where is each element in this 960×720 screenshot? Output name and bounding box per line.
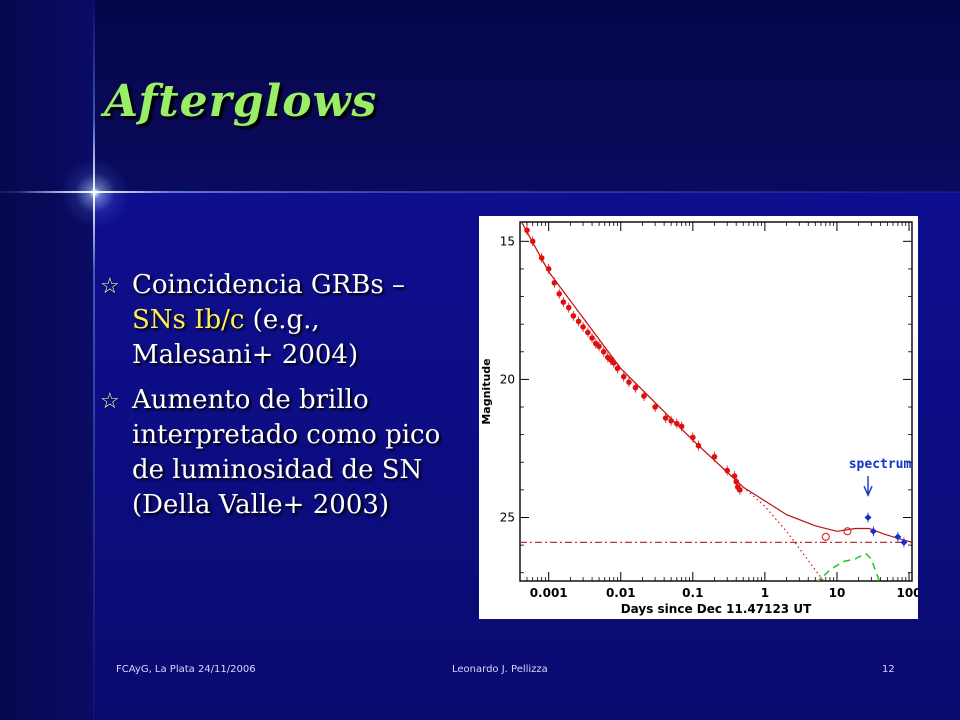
lens-flare-glow — [60, 158, 130, 228]
data-point-diamond — [864, 513, 872, 521]
vertical-accent-line — [93, 0, 95, 720]
lens-flare-vertical — [93, 120, 95, 270]
data-point-open — [843, 527, 852, 536]
bullet-1-text-b: (e.g., Malesani+ 2004) — [132, 305, 359, 370]
data-point — [662, 415, 669, 421]
data-point — [560, 299, 567, 305]
bullet-list: ☆ Coincidencia GRBs – SNs Ib/c (e.g., Ma… — [100, 268, 465, 533]
data-point-diamond — [869, 527, 877, 535]
data-point — [610, 360, 617, 366]
data-point — [632, 384, 639, 391]
data-point — [529, 238, 536, 245]
data-point — [674, 420, 680, 427]
chart-points — [524, 225, 908, 548]
y-tick-label: 15 — [500, 234, 515, 248]
x-tick-label: 100 — [896, 586, 918, 600]
data-point — [570, 313, 577, 319]
data-point — [556, 291, 563, 297]
x-tick-label: 0.01 — [606, 586, 636, 600]
data-point — [538, 255, 545, 261]
footer-event: FCAyG, La Plata 24/11/2006 — [116, 664, 256, 675]
data-point — [596, 343, 602, 350]
data-point — [737, 487, 743, 493]
x-tick-label: 10 — [829, 586, 846, 600]
lens-flare-horizontal — [20, 191, 170, 193]
star-bullet-icon: ☆ — [100, 389, 120, 414]
data-point — [551, 279, 558, 286]
footer-author: Leonardo J. Pellizza — [452, 664, 548, 675]
bullet-1-text-a: Coincidencia GRBs – — [132, 270, 405, 300]
x-tick-label: 1 — [761, 586, 769, 600]
y-tick-label: 25 — [500, 510, 515, 524]
chart-curves — [520, 222, 912, 581]
data-point-diamond — [900, 538, 908, 546]
plot-frame — [519, 221, 913, 582]
data-point — [614, 365, 621, 372]
data-point — [652, 404, 658, 410]
data-point — [620, 373, 627, 380]
data-point — [678, 423, 685, 430]
chart-labels: 0.001 0.01 0.1 1 10 100 15 20 25 Days since Dec 1… — [480, 234, 922, 616]
data-point — [589, 335, 595, 341]
x-tick-label: 0.001 — [530, 586, 568, 600]
data-point — [575, 318, 582, 325]
title-band — [0, 0, 960, 192]
data-point — [580, 324, 586, 330]
data-point — [668, 418, 674, 424]
y-axis-label: Magnitude — [480, 358, 493, 424]
bullet-1-highlight: SNs Ib/c — [132, 305, 245, 335]
horizontal-accent-line — [0, 191, 960, 193]
data-point — [600, 348, 607, 355]
data-point — [524, 227, 530, 234]
bullet-item-1: ☆ Coincidencia GRBs – SNs Ib/c (e.g., Ma… — [100, 268, 465, 373]
bullet-2-text: Aumento de brillo interpretado como pico… — [132, 385, 441, 520]
data-point — [733, 478, 740, 485]
light-curve-chart: 0.001 0.01 0.1 1 10 100 15 20 25 Days since Dec 1… — [480, 221, 922, 616]
chart-axes — [519, 221, 913, 582]
data-point — [585, 329, 591, 336]
data-point — [711, 453, 718, 460]
spectrum-arrow-head — [863, 485, 873, 497]
curve-solid — [520, 222, 912, 543]
data-point — [565, 304, 572, 311]
data-point-diamond — [894, 533, 902, 541]
curve-dotted — [520, 222, 825, 581]
x-tick-label: 0.1 — [682, 586, 703, 600]
bullet-item-2: ☆ Aumento de brillo interpretado como pi… — [100, 383, 465, 523]
footer-page-number: 12 — [882, 664, 895, 675]
data-point — [724, 467, 730, 474]
x-axis-label: Days since Dec 11.47123 UT — [621, 602, 812, 616]
data-point — [690, 434, 696, 441]
spectrum-annotation: spectrum — [849, 457, 912, 472]
star-bullet-icon: ☆ — [100, 274, 120, 299]
light-curve-figure: 0.001 0.01 0.1 1 10 100 15 20 25 Days since Dec 1… — [479, 216, 922, 619]
slide-title: Afterglows — [104, 76, 378, 127]
left-band — [0, 0, 95, 720]
data-point — [641, 393, 647, 399]
y-tick-label: 20 — [500, 372, 515, 386]
data-point-open — [821, 532, 830, 541]
curve-dashed — [817, 552, 881, 581]
data-point — [545, 266, 552, 272]
data-point — [695, 442, 702, 449]
data-point — [626, 379, 632, 385]
